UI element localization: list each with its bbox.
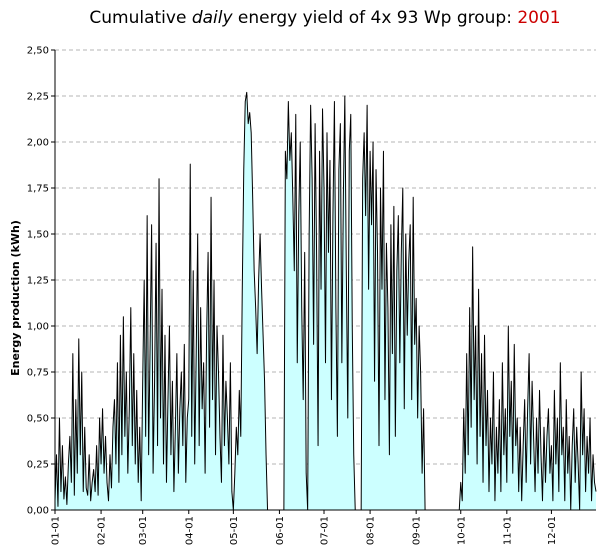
- x-tick-label: 03-01: [138, 516, 149, 545]
- x-tick-label: 08-01: [366, 516, 377, 545]
- y-tick-label: 0,50: [27, 414, 49, 425]
- y-axis-label: Energy production (kWh): [9, 220, 22, 376]
- chart-title-prefix: Cumulative: [89, 8, 192, 28]
- x-tick-label: 10-01: [456, 516, 467, 545]
- y-tick-labels: 0,00 0,25 0,50 0,75 1,00 1,25 1,50 1,75 2,00 2,25…: [27, 46, 55, 517]
- x-tick-label: 11-01: [502, 516, 513, 545]
- y-tick-label: 2,25: [27, 92, 49, 103]
- y-tick-label: 1,50: [27, 230, 49, 241]
- y-tick-label: 1,25: [27, 276, 49, 287]
- chart-title-emphasis: daily: [191, 8, 233, 28]
- chart-title-middle: energy yield of 4x 93 Wp group:: [232, 8, 518, 28]
- y-tick-label: 2,50: [27, 46, 49, 57]
- x-tick-label: 07-01: [320, 516, 331, 545]
- x-tick-label: 01-01: [51, 516, 62, 545]
- y-tick-label: 0,25: [27, 460, 49, 471]
- y-tick-label: 1,75: [27, 184, 49, 195]
- x-tick-label: 02-01: [97, 516, 108, 545]
- x-tick-label: 12-01: [547, 516, 558, 545]
- x-tick-label: 09-01: [412, 516, 423, 545]
- x-tick-labels: 01-01 02-01 03-01 04-01 05-01 06-01 07-01 08-01…: [51, 510, 558, 545]
- y-tick-label: 2,00: [27, 138, 49, 149]
- chart-title-year: 2001: [517, 8, 561, 28]
- area-series: [54, 91, 597, 511]
- y-tick-label: 0,75: [27, 368, 49, 379]
- series-line: [54, 91, 597, 511]
- x-tick-label: 06-01: [275, 516, 286, 545]
- x-tick-label: 04-01: [184, 516, 195, 545]
- y-tick-label: 1,00: [27, 322, 49, 333]
- x-tick-label: 05-01: [229, 516, 240, 545]
- chart-title: Cumulative daily energy yield of 4x 93 W…: [0, 8, 610, 28]
- y-tick-label: 0,00: [27, 506, 49, 517]
